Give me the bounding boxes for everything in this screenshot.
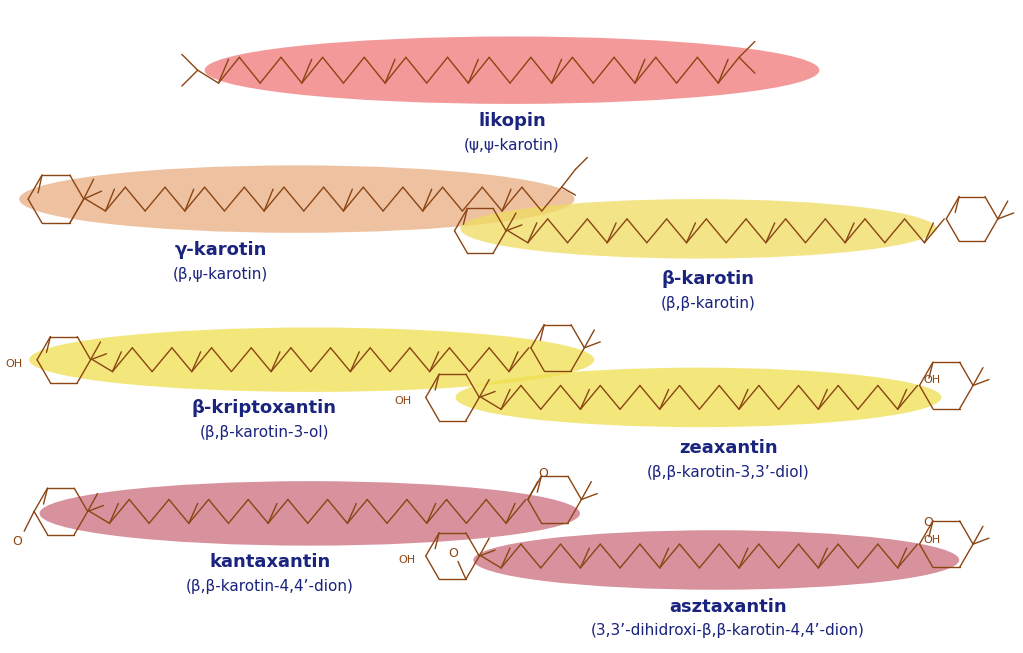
Ellipse shape bbox=[455, 368, 941, 427]
Text: likopin: likopin bbox=[478, 112, 546, 130]
Text: OH: OH bbox=[5, 358, 23, 369]
Text: kantaxantin: kantaxantin bbox=[210, 553, 330, 571]
Text: OH: OH bbox=[924, 375, 940, 385]
Ellipse shape bbox=[205, 37, 819, 104]
Text: O: O bbox=[924, 516, 933, 529]
Text: (β,β-karotin): (β,β-karotin) bbox=[661, 296, 756, 311]
Ellipse shape bbox=[460, 199, 936, 259]
Text: O: O bbox=[12, 535, 23, 548]
Text: O: O bbox=[538, 468, 547, 480]
Ellipse shape bbox=[40, 481, 580, 546]
Text: (β,ψ-karotin): (β,ψ-karotin) bbox=[173, 266, 268, 281]
Text: (β,β-karotin-3,3’-diol): (β,β-karotin-3,3’-diol) bbox=[647, 465, 809, 480]
Text: O: O bbox=[448, 547, 458, 560]
Text: OH: OH bbox=[394, 396, 411, 406]
Text: (ψ,ψ-karotin): (ψ,ψ-karotin) bbox=[464, 138, 560, 153]
Text: β-karotin: β-karotin bbox=[662, 270, 755, 289]
Text: β-kriptoxantin: β-kriptoxantin bbox=[191, 400, 337, 417]
Text: (β,β-karotin-4,4’-dion): (β,β-karotin-4,4’-dion) bbox=[186, 579, 354, 594]
Text: zeaxantin: zeaxantin bbox=[679, 439, 777, 457]
Text: (3,3’-dihidroxi-β,β-karotin-4,4’-dion): (3,3’-dihidroxi-β,β-karotin-4,4’-dion) bbox=[591, 624, 865, 639]
Text: OH: OH bbox=[398, 555, 415, 565]
Text: (β,β-karotin-3-ol): (β,β-karotin-3-ol) bbox=[199, 425, 328, 440]
Ellipse shape bbox=[29, 328, 594, 392]
Ellipse shape bbox=[19, 165, 575, 233]
Text: γ-karotin: γ-karotin bbox=[174, 241, 267, 259]
Ellipse shape bbox=[474, 530, 960, 590]
Text: OH: OH bbox=[924, 535, 940, 545]
Text: asztaxantin: asztaxantin bbox=[669, 597, 787, 616]
